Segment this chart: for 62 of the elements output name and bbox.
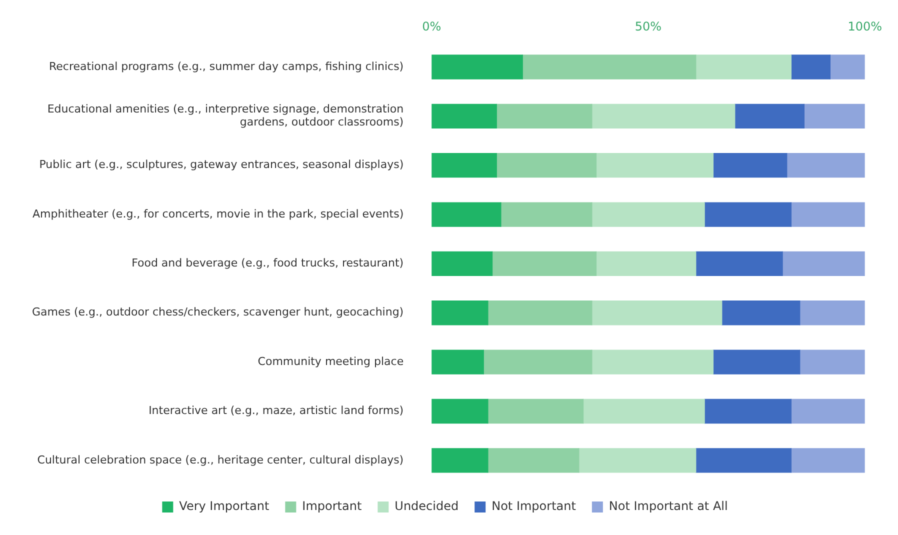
bar	[790, 54, 831, 80]
bar	[596, 153, 714, 178]
bar	[786, 153, 865, 178]
bar	[488, 398, 584, 424]
bar	[432, 153, 497, 178]
bar	[432, 448, 488, 473]
y-tick-label: Amphitheater (e.g., for concerts, movie in the park, special events)	[32, 207, 404, 220]
bar	[432, 202, 502, 227]
y-tick-label: Public art (e.g., sculptures, gateway entrances, seasonal displays)	[39, 158, 404, 172]
bar	[592, 202, 705, 227]
bar	[712, 350, 800, 374]
y-tick-label: Community meeting place	[258, 354, 404, 368]
bar	[696, 251, 783, 276]
bar	[432, 300, 488, 326]
bar	[592, 300, 722, 326]
bar	[432, 104, 497, 128]
bar	[592, 104, 736, 128]
bar	[483, 350, 592, 374]
bar	[488, 448, 580, 473]
y-tick-label: Interactive art (e.g., maze, artistic land forms)	[148, 404, 404, 418]
bar	[704, 202, 792, 227]
bar	[496, 104, 592, 128]
bar	[696, 448, 792, 473]
bar	[800, 350, 865, 374]
bar	[432, 54, 523, 80]
bar	[496, 153, 597, 178]
x-tick-label: 100%	[848, 19, 882, 34]
bar	[696, 54, 792, 80]
x-tick-label: 0%	[422, 19, 442, 34]
x-tick-label: 50%	[634, 19, 662, 34]
legend-label: Undecided	[394, 499, 459, 514]
legend-label: Important	[302, 499, 362, 514]
bar	[800, 300, 865, 326]
bar	[790, 398, 865, 424]
bar	[432, 350, 484, 374]
y-tick-label: Cultural celebration space (e.g., heritage center, cultural displays)	[37, 453, 404, 466]
legend-label: Not Important	[492, 499, 576, 514]
bar	[712, 153, 788, 178]
bar	[432, 251, 493, 276]
bar	[734, 104, 805, 128]
bar	[488, 300, 592, 326]
legend-label: Very Important	[179, 499, 270, 514]
bar	[500, 202, 592, 227]
bar	[790, 202, 865, 227]
bar	[830, 54, 865, 80]
y-tick-label: Food and beverage (e.g., food trucks, restaurant)	[132, 256, 404, 270]
y-tick-label: Educational amenities (e.g., interpretive signage, demonstration gardens, outdoor classrooms)	[47, 102, 404, 129]
bar	[522, 54, 696, 80]
bar	[578, 448, 696, 473]
bar	[582, 398, 705, 424]
bar	[596, 251, 696, 276]
bar	[804, 104, 865, 128]
legend-label: Not Important at All	[608, 499, 728, 514]
y-tick-label: Recreational programs (e.g., summer day camps, fishing clinics)	[49, 60, 404, 73]
bar	[722, 300, 800, 326]
bar	[790, 448, 865, 473]
bar	[704, 398, 792, 424]
bar	[782, 251, 865, 276]
bar	[592, 350, 714, 374]
bar	[492, 251, 597, 276]
bar	[432, 398, 488, 424]
y-tick-label: Games (e.g., outdoor chess/checkers, scavenger hunt, geocaching)	[32, 306, 404, 319]
